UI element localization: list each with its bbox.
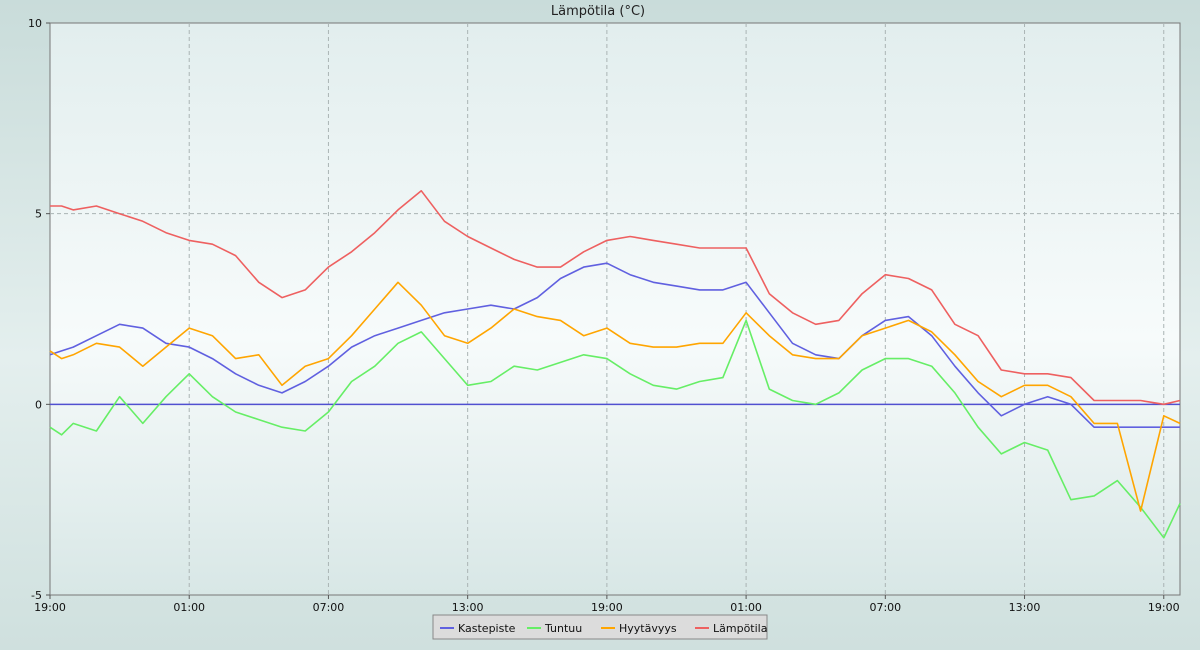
x-tick-label-2: 07:00	[313, 601, 345, 614]
x-tick-label-6: 07:00	[869, 601, 901, 614]
x-tick-label-4: 19:00	[591, 601, 623, 614]
legend-box	[432, 614, 768, 640]
x-tick-label-5: 01:00	[730, 601, 762, 614]
x-tick-label-3: 13:00	[452, 601, 484, 614]
series-layer	[49, 190, 1181, 539]
series-line-1	[49, 262, 1180, 428]
grid-lines	[50, 23, 1180, 595]
series-line-4	[50, 190, 1181, 406]
legend-label-2: Tuntuu	[544, 622, 582, 635]
y-axis-ticks: -5 0 5 10	[28, 17, 50, 602]
legend-label-3: Hyytävyys	[619, 622, 677, 635]
series-line-3	[49, 281, 1181, 512]
series-line-2	[49, 319, 1181, 539]
y-tick-label-1: 0	[35, 398, 42, 411]
plot-area	[49, 22, 1181, 596]
legend-label-1: Kastepiste	[458, 622, 516, 635]
y-tick-label-2: 5	[35, 208, 42, 221]
legend-label-4: Lämpötila	[713, 622, 767, 635]
x-tick-label-0: 19:00	[34, 601, 66, 614]
chart-legend: Kastepiste Tuntuu Hyytävyys Lämpötila	[432, 614, 768, 640]
chart-title: Lämpötila (°C)	[551, 4, 645, 19]
x-tick-label-8: 19:00	[1148, 601, 1180, 614]
x-axis-ticks: 19:00 01:00 07:00 13:00 19:00 01:00 07:00 13:00…	[34, 595, 1180, 614]
y-tick-label-0: -5	[31, 589, 42, 602]
x-tick-label-7: 13:00	[1009, 601, 1041, 614]
y-tick-label-3: 10	[28, 17, 42, 30]
x-tick-label-1: 01:00	[173, 601, 205, 614]
